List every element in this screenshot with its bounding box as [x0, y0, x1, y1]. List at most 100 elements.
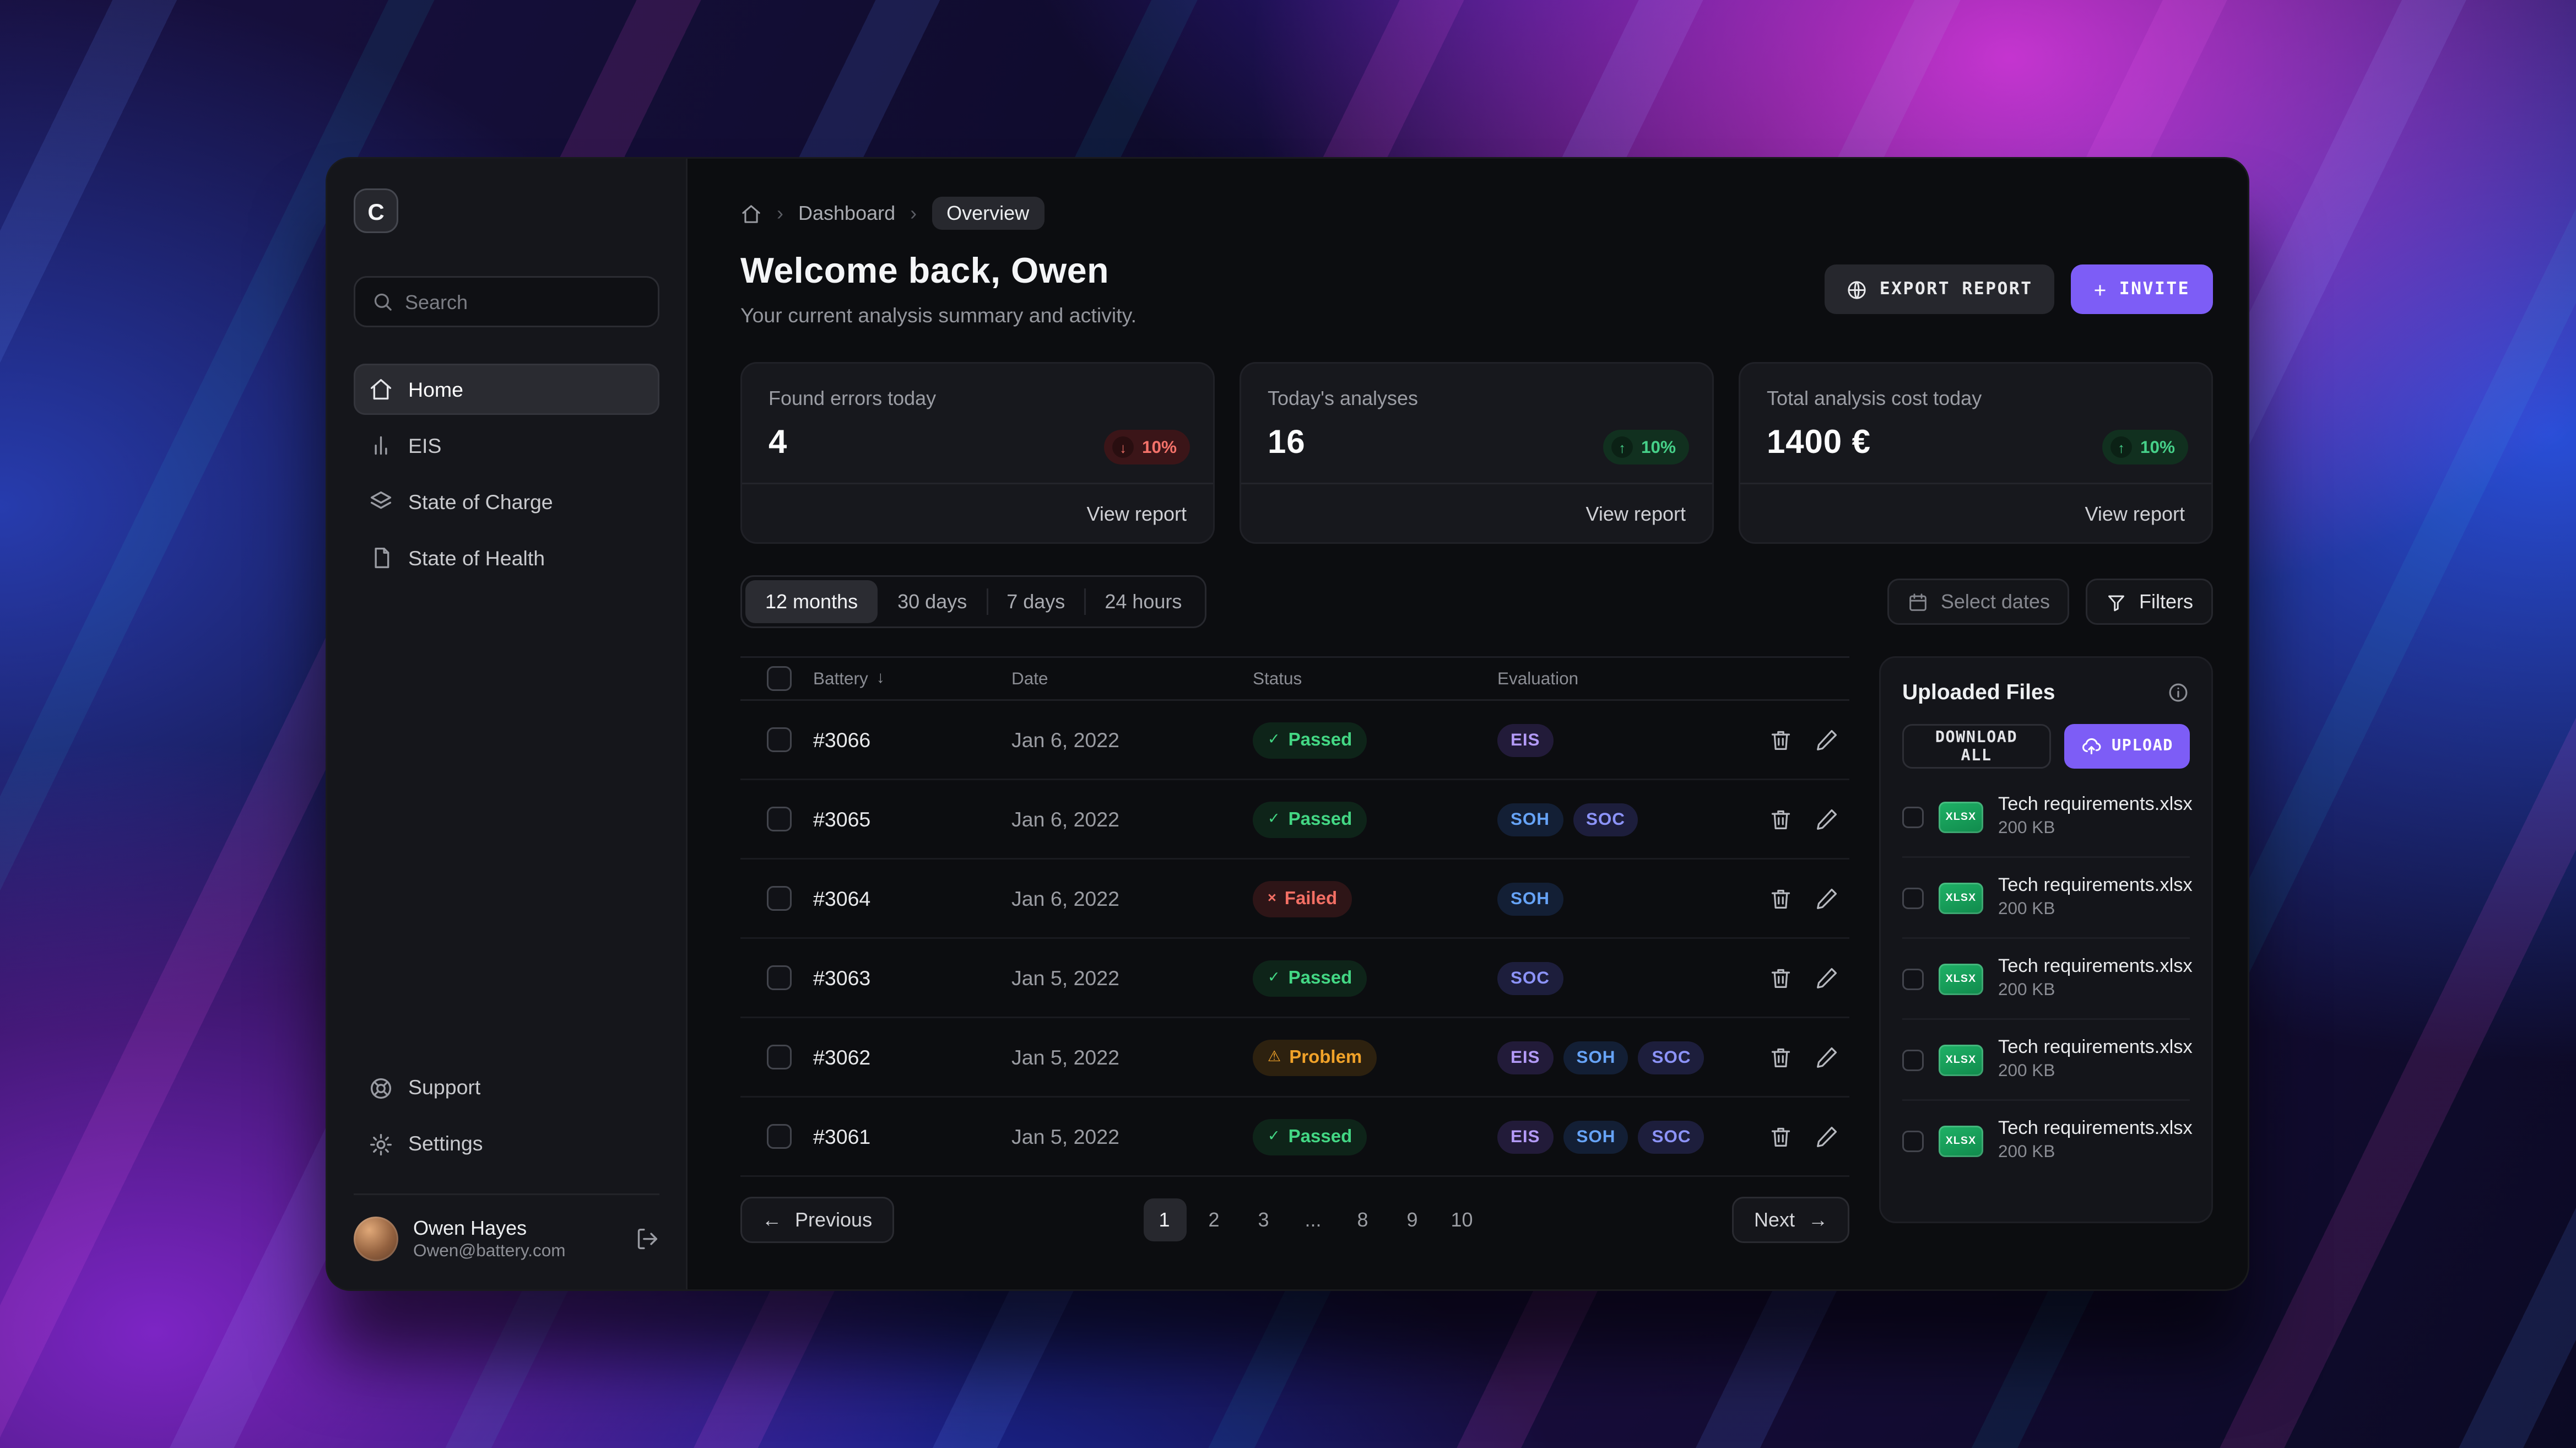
delete-icon[interactable]: [1768, 727, 1793, 752]
table-row: #3062 Jan 5, 2022 ⚠ Problem EIS SOH SOC: [740, 1018, 1849, 1098]
edit-icon[interactable]: [1815, 1045, 1839, 1069]
arrow-left-icon: ←: [762, 1208, 782, 1231]
column-header-evaluation: Evaluation: [1497, 668, 1579, 689]
analysis-date: Jan 5, 2022: [1011, 966, 1120, 990]
filters-button[interactable]: Filters: [2086, 579, 2213, 625]
edit-icon[interactable]: [1815, 886, 1839, 911]
file-checkbox[interactable]: [1902, 806, 1924, 828]
search-input[interactable]: [405, 290, 641, 314]
row-checkbox[interactable]: [767, 807, 792, 831]
sidebar-item-state-of-health[interactable]: State of Health: [354, 532, 659, 583]
sidebar-item-eis[interactable]: EIS: [354, 420, 659, 471]
evaluation-badge-soc: SOC: [1497, 961, 1563, 995]
view-report-link[interactable]: View report: [1585, 503, 1686, 526]
next-page-button[interactable]: Next →: [1732, 1197, 1849, 1243]
arrow-down-icon: ↓: [1112, 436, 1134, 458]
row-checkbox[interactable]: [767, 965, 792, 990]
sidebar-item-label: Support: [408, 1077, 481, 1100]
arrow-right-icon: →: [1808, 1208, 1828, 1231]
calendar-icon: [1908, 591, 1929, 613]
evaluation-badge-eis: EIS: [1497, 723, 1554, 757]
page-10[interactable]: 10: [1451, 1208, 1473, 1231]
page-1[interactable]: 1: [1143, 1198, 1186, 1241]
evaluation-badge-soc: SOC: [1638, 1120, 1704, 1153]
trend-badge: ↑ 10%: [2102, 430, 2188, 464]
info-icon[interactable]: [2167, 680, 2190, 704]
status-badge: ⚠ Problem: [1253, 1039, 1377, 1076]
plus-icon: +: [2093, 277, 2108, 302]
main-content: › Dashboard › Overview Welcome back, Owe…: [688, 159, 2248, 1289]
previous-page-button[interactable]: ← Previous: [740, 1197, 894, 1243]
download-all-button[interactable]: DOWNLOAD ALL: [1902, 724, 2051, 769]
sidebar-item-label: EIS: [408, 434, 442, 457]
evaluation-badges: SOH SOC: [1497, 802, 1750, 836]
trend-value: 10%: [1141, 437, 1177, 457]
row-checkbox[interactable]: [767, 727, 792, 752]
stat-cards: Found errors today 4 ↓ 10% View report T…: [740, 362, 2213, 544]
status-badge: ✓ Passed: [1253, 959, 1367, 996]
trend-badge: ↑ 10%: [1603, 430, 1689, 464]
select-all-checkbox[interactable]: [767, 666, 792, 691]
battery-id: #3063: [813, 966, 871, 990]
filter-row: 12 months 30 days 7 days 24 hours Select…: [740, 575, 2213, 628]
breadcrumb-dashboard[interactable]: Dashboard: [798, 202, 896, 225]
sidebar-item-state-of-charge[interactable]: State of Charge: [354, 476, 659, 527]
range-7-days[interactable]: 7 days: [987, 580, 1085, 623]
invite-button[interactable]: + INVITE: [2070, 264, 2213, 314]
column-header-status: Status: [1253, 668, 1302, 689]
breadcrumb-overview[interactable]: Overview: [932, 197, 1045, 230]
file-checkbox[interactable]: [1902, 968, 1924, 990]
sidebar-item-label: Settings: [408, 1133, 483, 1157]
edit-icon[interactable]: [1815, 965, 1839, 990]
row-checkbox[interactable]: [767, 1045, 792, 1069]
sidebar-item-home[interactable]: Home: [354, 364, 659, 415]
sidebar-item-support[interactable]: Support: [354, 1063, 659, 1114]
edit-icon[interactable]: [1815, 807, 1839, 831]
page-3[interactable]: 3: [1258, 1208, 1269, 1231]
app-logo[interactable]: C: [354, 188, 398, 233]
select-dates-label: Select dates: [1940, 590, 2050, 613]
page-2[interactable]: 2: [1208, 1208, 1220, 1231]
delete-icon[interactable]: [1768, 965, 1793, 990]
page-8[interactable]: 8: [1357, 1208, 1368, 1231]
file-checkbox[interactable]: [1902, 1049, 1924, 1071]
evaluation-badge-soh: SOH: [1563, 1120, 1629, 1153]
edit-icon[interactable]: [1815, 1124, 1839, 1149]
edit-icon[interactable]: [1815, 727, 1839, 752]
range-24-hours[interactable]: 24 hours: [1085, 580, 1202, 623]
delete-icon[interactable]: [1768, 886, 1793, 911]
page-title: Welcome back, Owen: [740, 251, 1110, 291]
sidebar-item-settings[interactable]: Settings: [354, 1119, 659, 1170]
row-checkbox[interactable]: [767, 1124, 792, 1149]
column-header-date: Date: [1011, 668, 1048, 689]
select-dates-button[interactable]: Select dates: [1887, 579, 2070, 625]
page-ellipsis: ...: [1305, 1208, 1322, 1231]
page-9[interactable]: 9: [1406, 1208, 1418, 1231]
breadcrumb-home-icon[interactable]: [740, 203, 762, 224]
search-box: [354, 276, 659, 327]
delete-icon[interactable]: [1768, 1124, 1793, 1149]
upload-button[interactable]: UPLOAD: [2064, 724, 2190, 769]
stat-label: Found errors today: [769, 387, 937, 410]
file-item: XLSX Tech requirements.xlsx 200 KB: [1902, 777, 2193, 858]
logout-icon[interactable]: [635, 1227, 659, 1252]
range-30-days[interactable]: 30 days: [897, 590, 967, 613]
pagination: ← Previous 1 2 3 ... 8 9 10: [740, 1197, 1849, 1243]
stat-card-errors: Found errors today 4 ↓ 10% View report: [740, 362, 1215, 544]
range-12-months[interactable]: 12 months: [745, 580, 878, 623]
uploaded-files-panel: Uploaded Files DOWNLOAD ALL: [1879, 656, 2213, 1223]
file-size: 200 KB: [1998, 817, 2055, 838]
export-report-button[interactable]: EXPORT REPORT: [1825, 264, 2054, 314]
export-report-label: EXPORT REPORT: [1879, 279, 2033, 299]
stat-value: 1400 €: [1767, 425, 1871, 461]
view-report-link[interactable]: View report: [2085, 503, 2185, 526]
column-header-battery[interactable]: Battery ↓: [813, 668, 885, 689]
file-checkbox[interactable]: [1902, 887, 1924, 909]
file-checkbox[interactable]: [1902, 1131, 1924, 1152]
view-report-link[interactable]: View report: [1086, 503, 1187, 526]
delete-icon[interactable]: [1768, 1045, 1793, 1069]
uploads-title: Uploaded Files: [1902, 679, 2055, 704]
row-checkbox[interactable]: [767, 886, 792, 911]
evaluation-badge-eis: EIS: [1497, 1040, 1554, 1074]
delete-icon[interactable]: [1768, 807, 1793, 831]
